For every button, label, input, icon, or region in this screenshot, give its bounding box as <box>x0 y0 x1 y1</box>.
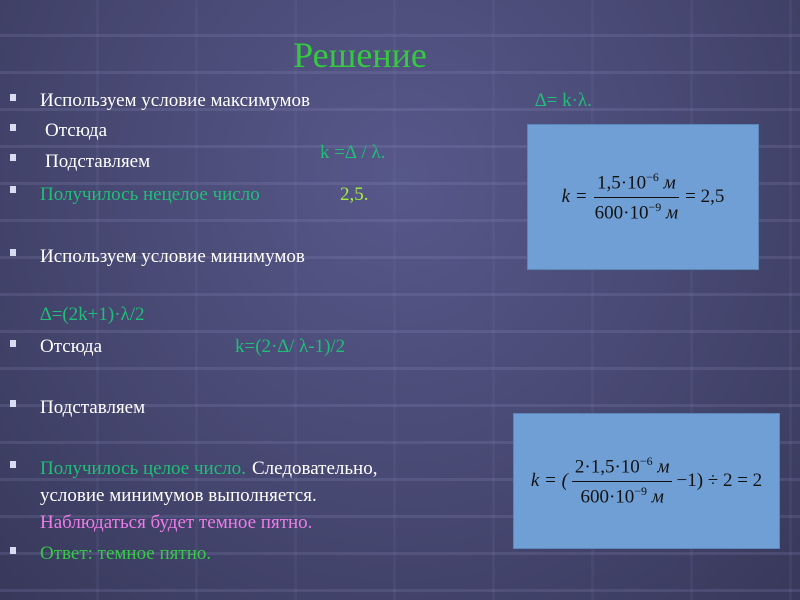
answer-line: Ответ: темное пятно. <box>40 543 212 564</box>
formula-max: ∆= k·λ. <box>535 90 592 111</box>
result-white: Следовательно, <box>252 458 378 479</box>
text-line: Наблюдаться будет темное пятно. <box>40 512 313 533</box>
bullet-icon <box>10 400 16 407</box>
text-line: Подставляем <box>40 397 146 418</box>
formula-min: ∆=(2k+1)·λ/2 <box>40 304 145 325</box>
formula-rhs: −1) ÷ 2 = 2 <box>676 470 763 491</box>
bullet-icon <box>10 186 16 193</box>
formula-lhs: k = <box>561 186 588 207</box>
formula-k-min: k=(2·∆/ λ-1)/2 <box>235 336 346 357</box>
text-line: Подставляем <box>45 151 151 172</box>
fraction: 2·1,5·10−6 м 600·10−9 м <box>571 454 673 508</box>
text-line: Отсюда <box>40 336 103 357</box>
value-2-5: 2,5. <box>340 184 369 205</box>
bullet-icon <box>10 124 16 131</box>
bullet-icon <box>10 249 16 256</box>
formula-lhs: k = ( <box>530 470 568 491</box>
formula-box-2: k = ( 2·1,5·10−6 м 600·10−9 м −1) ÷ 2 = … <box>513 413 780 549</box>
bullet-icon <box>10 94 16 101</box>
formula-box-1: k = 1,5·10−6 м 600·10−9 м = 2,5 <box>527 124 759 270</box>
bullet-icon <box>10 461 16 468</box>
fraction: 1,5·10−6 м 600·10−9 м <box>594 170 679 223</box>
text-line: условие минимумов выполняется. <box>40 485 317 506</box>
text-line: Отсюда <box>45 120 108 141</box>
formula-rhs: = 2,5 <box>685 186 725 207</box>
text-line: Используем условие максимумов <box>40 90 310 111</box>
text-line: Получилось нецелое число <box>40 184 260 205</box>
result-green: Получилось целое число. <box>40 458 246 479</box>
text-line: Используем условие минимумов <box>40 246 305 267</box>
formula-k: k =∆ / λ. <box>320 142 386 163</box>
bullet-icon <box>10 154 16 161</box>
slide-title: Решение <box>293 35 427 75</box>
bullet-icon <box>10 340 16 347</box>
bullet-icon <box>10 547 16 554</box>
